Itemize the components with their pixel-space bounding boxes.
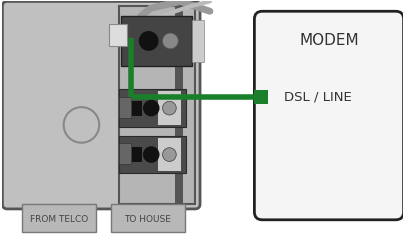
Bar xyxy=(119,97,131,118)
Text: MODEM: MODEM xyxy=(299,33,359,48)
Circle shape xyxy=(139,31,158,51)
Circle shape xyxy=(163,148,176,161)
Bar xyxy=(119,143,131,164)
Bar xyxy=(121,16,192,66)
Bar xyxy=(119,6,195,204)
Bar xyxy=(132,101,142,116)
Circle shape xyxy=(64,107,99,143)
Circle shape xyxy=(162,33,178,49)
Circle shape xyxy=(163,101,176,115)
Text: FROM TELCO: FROM TELCO xyxy=(30,215,88,224)
Bar xyxy=(119,136,186,173)
Bar xyxy=(175,6,183,204)
Text: TO HOUSE: TO HOUSE xyxy=(124,215,171,224)
Bar xyxy=(132,147,142,162)
Bar xyxy=(192,20,204,62)
FancyBboxPatch shape xyxy=(254,11,404,220)
Bar xyxy=(158,91,181,125)
Circle shape xyxy=(163,148,176,161)
Bar xyxy=(111,204,185,232)
Circle shape xyxy=(163,101,176,115)
Circle shape xyxy=(143,146,160,163)
Bar xyxy=(158,138,181,171)
FancyBboxPatch shape xyxy=(2,1,200,209)
Bar xyxy=(254,90,268,104)
Circle shape xyxy=(143,100,160,116)
Bar xyxy=(22,204,96,232)
Bar xyxy=(109,24,127,46)
Text: DSL / LINE: DSL / LINE xyxy=(284,91,352,104)
Bar xyxy=(119,89,186,127)
